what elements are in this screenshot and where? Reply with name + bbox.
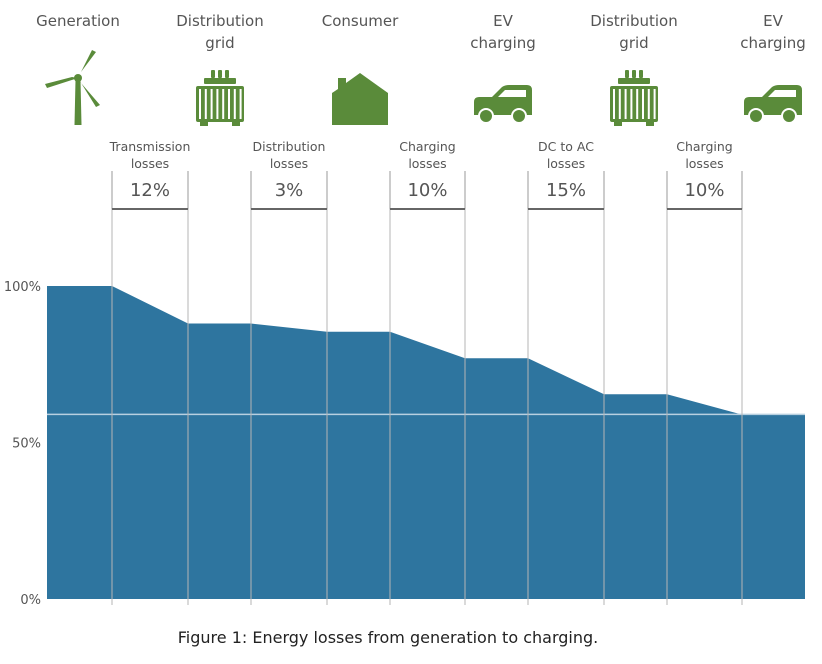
stage-label: charging — [740, 34, 806, 52]
transformer-fin — [233, 89, 236, 119]
transformer-fin — [210, 89, 213, 119]
transformer-bushing — [639, 70, 643, 78]
bracket-layer — [111, 171, 743, 210]
car-window — [768, 90, 796, 97]
loss-label: losses — [270, 156, 308, 171]
loss-label: losses — [547, 156, 585, 171]
transformer-fin — [239, 89, 242, 119]
transformer-icon — [610, 70, 658, 126]
stage-label: EV — [763, 12, 783, 30]
area-layer — [47, 286, 805, 599]
transformer-fin — [618, 89, 621, 119]
loss-label: Distribution — [253, 139, 326, 154]
transformer-bushing — [632, 70, 636, 78]
transformer-bushing — [218, 70, 222, 78]
transformer-icon — [196, 70, 244, 126]
transformer-foot — [646, 122, 654, 126]
transformer-body — [196, 86, 244, 122]
transformer-fin — [653, 89, 656, 119]
transformer-foot — [200, 122, 208, 126]
car-wheel — [480, 110, 492, 122]
transformer-lid — [618, 78, 650, 84]
loss-value: 3% — [275, 180, 304, 201]
stage-label: Generation — [36, 12, 120, 30]
transformer-fin — [222, 89, 225, 119]
stage-label: Distribution — [176, 12, 264, 30]
transformer-fin — [647, 89, 650, 119]
y-axis-tick-label: 100% — [4, 280, 41, 295]
house-shape — [332, 73, 388, 125]
transformer-fin — [204, 89, 207, 119]
ev-car-icon — [744, 85, 802, 124]
transformer-body — [610, 86, 658, 122]
car-wheel — [783, 110, 795, 122]
loss-label: Transmission — [109, 139, 191, 154]
text-layer: Transmission losses 12% Distribution losses 3… — [36, 12, 806, 201]
transformer-bushing — [625, 70, 629, 78]
loss-label: losses — [131, 156, 169, 171]
loss-label: DC to AC — [538, 139, 594, 154]
stage-label: Distribution — [590, 12, 678, 30]
turbine-blade — [78, 50, 96, 78]
stage-label: EV — [493, 12, 513, 30]
loss-label: losses — [408, 156, 446, 171]
ev-car-icon — [474, 85, 532, 124]
stage-label: charging — [470, 34, 536, 52]
transformer-fin — [630, 89, 633, 119]
transformer-fin — [613, 89, 615, 119]
transformer-fin — [228, 89, 230, 119]
loss-value: 12% — [130, 180, 170, 201]
car-wheel — [513, 110, 525, 122]
wind-turbine-icon — [45, 50, 100, 125]
turbine-hub — [74, 74, 82, 82]
car-window — [498, 90, 526, 97]
stage-label: grid — [205, 34, 234, 52]
turbine-blade — [45, 77, 78, 88]
guide-layer — [111, 209, 743, 605]
loss-value: 10% — [684, 180, 724, 201]
transformer-fin — [636, 89, 639, 119]
y-axis-tick-label: 50% — [12, 437, 41, 452]
transformer-foot — [614, 122, 622, 126]
transformer-fin — [199, 89, 201, 119]
icon-layer — [45, 50, 802, 126]
house-icon — [332, 73, 388, 125]
turbine-tower — [74, 80, 82, 125]
figure-caption: Figure 1: Energy losses from generation … — [178, 628, 598, 647]
loss-label: losses — [685, 156, 723, 171]
transformer-fin — [642, 89, 644, 119]
transformer-fin — [624, 89, 627, 119]
turbine-blade — [78, 78, 100, 107]
car-wheel — [750, 110, 762, 122]
transformer-bushing — [225, 70, 229, 78]
y-axis-tick-label: 0% — [20, 593, 41, 608]
stage-label: Consumer — [322, 12, 399, 30]
loss-value: 10% — [407, 180, 447, 201]
stage-label: grid — [619, 34, 648, 52]
transformer-bushing — [211, 70, 215, 78]
transformer-fin — [216, 89, 219, 119]
axis-layer: 100% 50% 0% — [4, 280, 41, 608]
transformer-lid — [204, 78, 236, 84]
loss-label: Charging — [676, 139, 733, 154]
loss-value: 15% — [546, 180, 586, 201]
loss-label: Charging — [399, 139, 456, 154]
transformer-foot — [232, 122, 240, 126]
energy-area — [47, 286, 805, 599]
